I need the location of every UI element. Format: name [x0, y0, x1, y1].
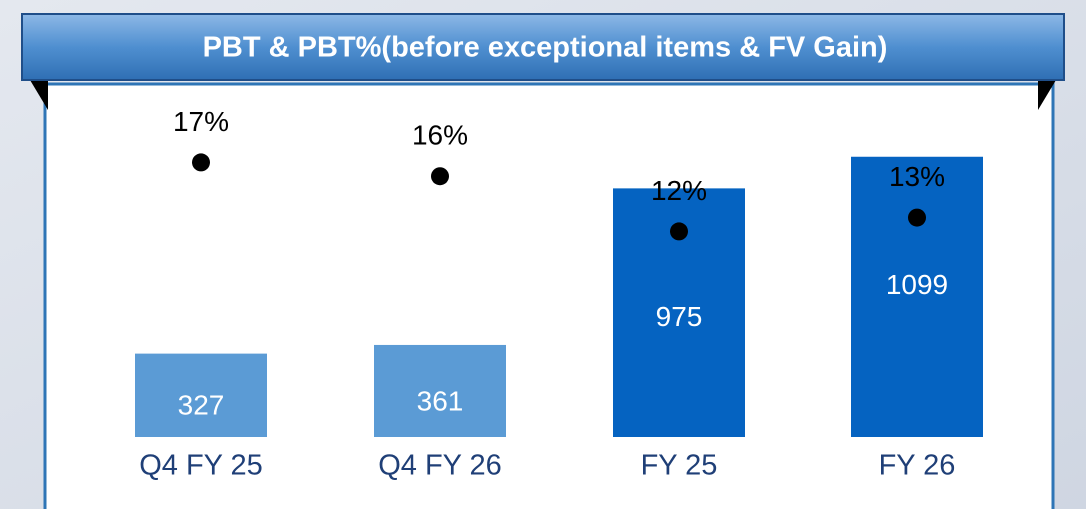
pbt-percent-dot [192, 153, 210, 172]
title-banner [21, 13, 1065, 81]
bar-value-label: 361 [417, 385, 464, 416]
ribbon-fold [30, 80, 48, 110]
pbt-percent-label: 16% [412, 120, 468, 151]
bar [135, 353, 267, 437]
bar-value-label: 327 [178, 390, 225, 421]
pbt-percent-label: 13% [889, 161, 945, 192]
x-tick-label: Q4 FY 26 [378, 450, 502, 482]
bar [851, 156, 983, 437]
pbt-percent-label: 17% [173, 106, 229, 137]
pbt-percent-dot [670, 222, 688, 241]
bar [374, 344, 506, 437]
bar-value-label: 975 [656, 301, 703, 332]
chart-title: PBT & PBT%(before exceptional items & FV… [203, 32, 888, 64]
x-tick-label: Q4 FY 25 [139, 450, 263, 482]
ribbon-fold [1038, 80, 1056, 110]
pbt-percent-label: 12% [651, 175, 707, 206]
x-tick-label: FY 25 [641, 450, 718, 482]
bar-value-label: 1099 [886, 269, 948, 300]
x-tick-label: FY 26 [879, 450, 956, 482]
pbt-percent-dot [431, 167, 449, 186]
pbt-percent-dot [908, 208, 926, 227]
